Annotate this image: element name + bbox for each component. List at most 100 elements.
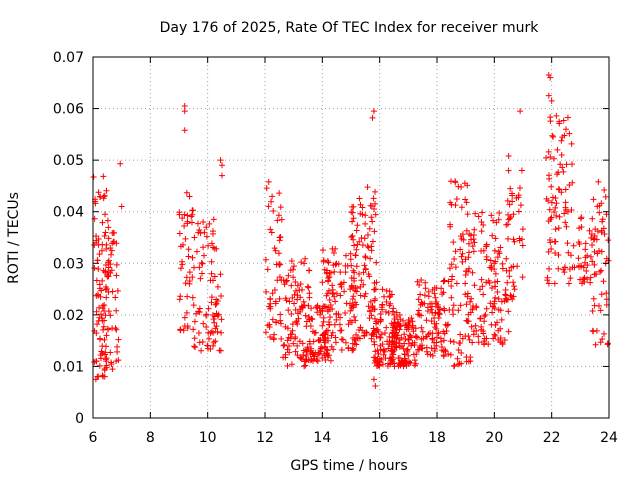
data-point — [547, 118, 554, 125]
data-point — [435, 329, 442, 336]
data-point — [414, 311, 421, 318]
data-point — [287, 267, 294, 274]
data-point — [97, 193, 104, 200]
data-points — [90, 72, 612, 390]
data-point — [191, 234, 198, 241]
data-point — [268, 198, 275, 205]
data-point — [352, 252, 359, 259]
data-point — [212, 301, 219, 308]
data-point — [446, 265, 453, 272]
data-point — [405, 352, 412, 359]
data-point — [338, 336, 345, 343]
data-point — [469, 339, 476, 346]
data-point — [458, 235, 465, 242]
data-point — [451, 255, 458, 262]
data-point — [203, 311, 210, 318]
data-point — [96, 251, 103, 258]
data-point — [365, 303, 372, 310]
data-point — [458, 360, 465, 367]
data-point — [469, 269, 476, 276]
data-point — [203, 224, 210, 231]
data-point — [510, 283, 517, 290]
data-point — [345, 321, 352, 328]
data-point — [305, 302, 312, 309]
data-point — [497, 307, 504, 314]
data-point — [372, 211, 379, 218]
data-point — [189, 274, 196, 281]
x-tick-label: 8 — [146, 430, 155, 446]
data-point — [350, 267, 357, 274]
data-point — [285, 307, 292, 314]
data-point — [367, 255, 374, 262]
data-point — [546, 265, 553, 272]
data-point — [332, 245, 339, 252]
data-point — [543, 195, 550, 202]
data-point — [391, 316, 398, 323]
data-point — [185, 253, 192, 260]
data-point — [481, 318, 488, 325]
data-point — [263, 288, 270, 295]
data-point — [214, 297, 221, 304]
data-point — [320, 314, 327, 321]
data-point — [457, 233, 464, 240]
data-point — [399, 358, 406, 365]
data-point — [448, 201, 455, 208]
data-point — [482, 311, 489, 318]
data-point — [101, 336, 108, 343]
data-point — [108, 247, 115, 254]
data-point — [600, 330, 607, 337]
data-point — [547, 74, 554, 81]
data-point — [379, 341, 386, 348]
data-point — [488, 212, 495, 219]
data-point — [357, 201, 364, 208]
data-point — [267, 334, 274, 341]
data-point — [479, 283, 486, 290]
data-point — [183, 309, 190, 316]
data-point — [184, 323, 191, 330]
data-point — [395, 360, 402, 367]
data-point — [519, 274, 526, 281]
data-point — [103, 294, 110, 301]
data-point — [112, 294, 119, 301]
data-point — [372, 354, 379, 361]
data-point — [381, 348, 388, 355]
data-point — [422, 279, 429, 286]
data-point — [486, 280, 493, 287]
data-point — [98, 311, 105, 318]
data-point — [368, 312, 375, 319]
x-tick-label: 22 — [543, 430, 561, 446]
data-point — [487, 264, 494, 271]
data-point — [195, 308, 202, 315]
data-point — [182, 235, 189, 242]
data-point — [319, 322, 326, 329]
x-tick-label: 18 — [428, 430, 446, 446]
data-point — [325, 352, 332, 359]
data-point — [370, 376, 377, 383]
data-point — [495, 295, 502, 302]
data-point — [597, 307, 604, 314]
data-point — [389, 356, 396, 363]
data-point — [342, 310, 349, 317]
data-point — [578, 224, 585, 231]
data-point — [448, 294, 455, 301]
data-point — [336, 321, 343, 328]
data-point — [307, 347, 314, 354]
y-axis-label: ROTI / TECUs — [6, 192, 22, 284]
data-point — [310, 338, 317, 345]
data-point — [388, 343, 395, 350]
data-point — [107, 261, 114, 268]
data-point — [361, 330, 368, 337]
data-point — [208, 240, 215, 247]
data-point — [390, 305, 397, 312]
x-tick-label: 16 — [371, 430, 389, 446]
data-point — [432, 324, 439, 331]
data-point — [361, 235, 368, 242]
data-point — [350, 236, 357, 243]
data-point — [372, 200, 379, 207]
data-point — [591, 235, 598, 242]
data-point — [340, 279, 347, 286]
data-point — [313, 303, 320, 310]
data-point — [597, 339, 604, 346]
data-point — [475, 339, 482, 346]
data-point — [467, 358, 474, 365]
